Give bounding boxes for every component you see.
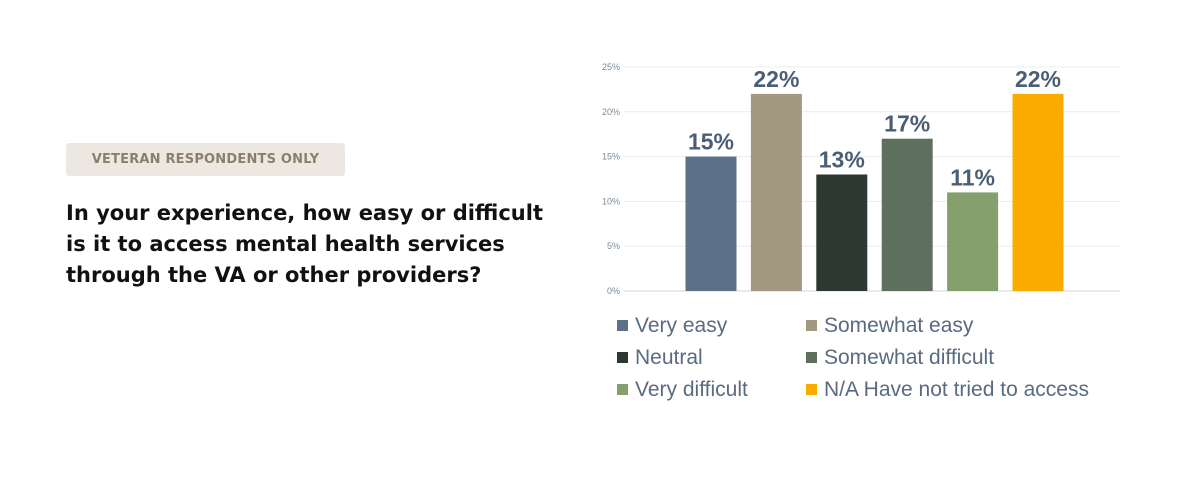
legend-label: Very difficult xyxy=(635,377,748,401)
legend-item: Very difficult xyxy=(617,378,806,401)
legend-swatch xyxy=(617,320,628,331)
legend-swatch xyxy=(806,384,817,395)
bar-very-difficult xyxy=(947,192,999,291)
bar-somewhat-easy xyxy=(750,93,802,292)
y-tick-label: 25% xyxy=(602,62,620,72)
y-tick-label: 5% xyxy=(607,241,620,251)
bar-very-easy xyxy=(685,156,737,291)
bar-somewhat-difficult xyxy=(881,138,933,291)
legend-label: Somewhat easy xyxy=(824,313,974,337)
bar-value-label: 15% xyxy=(688,129,734,155)
bar-value-label: 11% xyxy=(950,164,995,190)
legend-label: Neutral xyxy=(635,345,703,369)
bar-value-label: 17% xyxy=(884,111,930,137)
audience-badge: VETERAN RESPONDENTS ONLY xyxy=(66,143,345,176)
legend-label: Very easy xyxy=(635,313,728,337)
y-tick-label: 20% xyxy=(602,107,620,117)
legend-label: N/A Have not tried to access xyxy=(824,377,1089,401)
legend-item: Very easy xyxy=(617,314,806,337)
legend-item: Neutral xyxy=(617,346,806,369)
chart-legend: Very easy Somewhat easy Neutral Somewhat di… xyxy=(617,314,1177,401)
legend-item: Somewhat easy xyxy=(806,314,1146,337)
legend-swatch xyxy=(806,352,817,363)
legend-swatch xyxy=(617,352,628,363)
bar-value-label: 22% xyxy=(1015,66,1061,92)
legend-swatch xyxy=(806,320,817,331)
bar-value-label: 13% xyxy=(819,147,865,173)
legend-label: Somewhat difficult xyxy=(824,345,995,369)
legend-item: N/A Have not tried to access xyxy=(806,378,1146,401)
y-tick-label: 0% xyxy=(607,286,620,296)
bar-value-label: 22% xyxy=(753,66,799,92)
legend-swatch xyxy=(617,384,628,395)
survey-question: In your experience, how easy or difficul… xyxy=(66,201,543,287)
legend-item: Somewhat difficult xyxy=(806,346,1146,369)
bar-neutral xyxy=(816,174,868,291)
y-tick-label: 10% xyxy=(602,196,620,206)
bar-n-a-have-not-tried-to-access xyxy=(1012,93,1064,292)
y-tick-label: 15% xyxy=(602,152,620,162)
